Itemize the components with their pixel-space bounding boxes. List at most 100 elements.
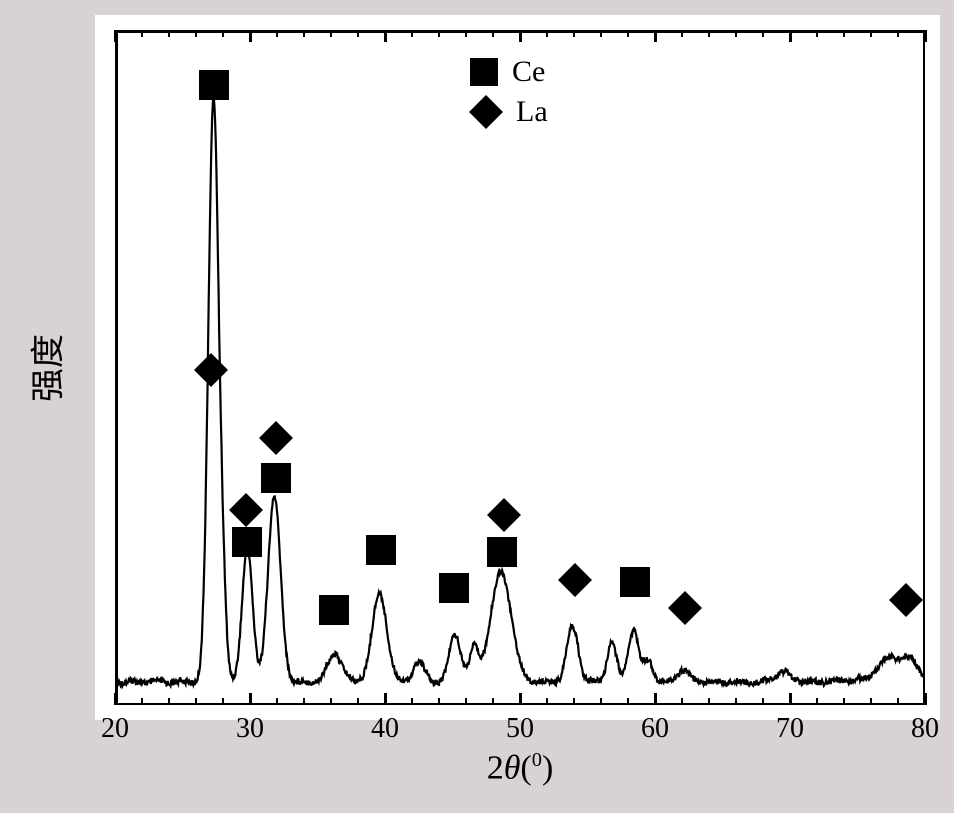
ce-peak-marker — [366, 535, 396, 565]
x-tick-label: 50 — [506, 713, 534, 745]
square-icon — [319, 595, 349, 625]
x-tick-major-top — [924, 30, 927, 42]
x-tick-minor-top — [357, 30, 359, 37]
la-peak-marker — [559, 566, 591, 594]
x-tick-minor — [276, 698, 278, 705]
x-tick-minor-top — [546, 30, 548, 37]
x-tick-major — [789, 693, 792, 705]
x-tick-minor — [357, 698, 359, 705]
x-tick-minor — [681, 698, 683, 705]
x-tick-minor — [816, 698, 818, 705]
ce-peak-marker — [620, 567, 650, 597]
diamond-icon — [259, 421, 293, 455]
x-tick-minor-top — [411, 30, 413, 37]
la-peak-marker — [669, 594, 701, 622]
x-tick-major — [384, 693, 387, 705]
square-icon — [261, 463, 291, 493]
x-tick-minor — [762, 698, 764, 705]
x-tick-major-top — [519, 30, 522, 42]
square-icon — [366, 535, 396, 565]
x-tick-minor-top — [330, 30, 332, 37]
x-tick-minor-top — [708, 30, 710, 37]
x-tick-minor-top — [492, 30, 494, 37]
x-tick-minor-top — [816, 30, 818, 37]
x-tick-minor — [465, 698, 467, 705]
la-peak-marker — [890, 586, 922, 614]
x-tick-major — [924, 693, 927, 705]
x-tick-label: 80 — [911, 713, 939, 745]
la-peak-marker — [488, 501, 520, 529]
square-icon — [199, 70, 229, 100]
x-tick-label: 20 — [101, 713, 129, 745]
x-tick-minor-top — [681, 30, 683, 37]
diamond-icon — [229, 493, 263, 527]
legend-item-la: La — [470, 95, 548, 129]
x-tick-minor — [492, 698, 494, 705]
ce-peak-marker — [319, 595, 349, 625]
x-tick-major-top — [789, 30, 792, 42]
legend-label-ce: Ce — [512, 55, 545, 89]
x-tick-major-top — [654, 30, 657, 42]
square-icon — [439, 573, 469, 603]
square-icon — [470, 58, 498, 86]
x-tick-major — [249, 693, 252, 705]
x-tick-minor-top — [735, 30, 737, 37]
x-tick-minor — [600, 698, 602, 705]
legend-label-la: La — [516, 95, 548, 129]
x-tick-minor-top — [870, 30, 872, 37]
x-tick-minor — [843, 698, 845, 705]
x-tick-minor — [141, 698, 143, 705]
x-tick-minor-top — [762, 30, 764, 37]
x-tick-minor-top — [627, 30, 629, 37]
diamond-icon — [668, 591, 702, 625]
x-tick-major — [654, 693, 657, 705]
ce-peak-marker — [261, 463, 291, 493]
x-tick-minor — [627, 698, 629, 705]
diamond-icon — [558, 563, 592, 597]
axis-border — [923, 30, 926, 705]
x-tick-minor-top — [843, 30, 845, 37]
square-icon — [487, 537, 517, 567]
diamond-icon — [469, 95, 503, 129]
x-tick-minor — [222, 698, 224, 705]
x-tick-minor — [573, 698, 575, 705]
diamond-icon — [889, 583, 923, 617]
x-tick-minor — [330, 698, 332, 705]
square-icon — [620, 567, 650, 597]
x-tick-minor — [735, 698, 737, 705]
ce-peak-marker — [439, 573, 469, 603]
ce-peak-marker — [199, 70, 229, 100]
x-tick-minor — [411, 698, 413, 705]
x-tick-label: 40 — [371, 713, 399, 745]
x-tick-minor-top — [303, 30, 305, 37]
x-tick-minor — [195, 698, 197, 705]
ce-peak-marker — [487, 537, 517, 567]
x-tick-minor-top — [141, 30, 143, 37]
x-tick-label: 70 — [776, 713, 804, 745]
legend: Ce La — [470, 55, 548, 135]
x-tick-label: 30 — [236, 713, 264, 745]
x-tick-minor-top — [195, 30, 197, 37]
la-peak-marker — [195, 356, 227, 384]
x-tick-minor-top — [438, 30, 440, 37]
ce-peak-marker — [232, 527, 262, 557]
x-tick-minor-top — [600, 30, 602, 37]
x-tick-minor — [708, 698, 710, 705]
la-peak-marker — [230, 496, 262, 524]
la-peak-marker — [260, 424, 292, 452]
x-tick-minor-top — [465, 30, 467, 37]
x-tick-label: 60 — [641, 713, 669, 745]
y-axis-title: 强度 — [21, 334, 70, 402]
diamond-icon — [487, 498, 521, 532]
x-tick-minor — [438, 698, 440, 705]
x-tick-major-top — [249, 30, 252, 42]
diamond-icon — [194, 353, 228, 387]
square-icon — [232, 527, 262, 557]
x-tick-minor-top — [168, 30, 170, 37]
axis-border — [115, 30, 118, 705]
x-tick-minor-top — [897, 30, 899, 37]
x-tick-minor-top — [573, 30, 575, 37]
x-tick-major-top — [114, 30, 117, 42]
x-tick-minor — [546, 698, 548, 705]
x-tick-major — [114, 693, 117, 705]
